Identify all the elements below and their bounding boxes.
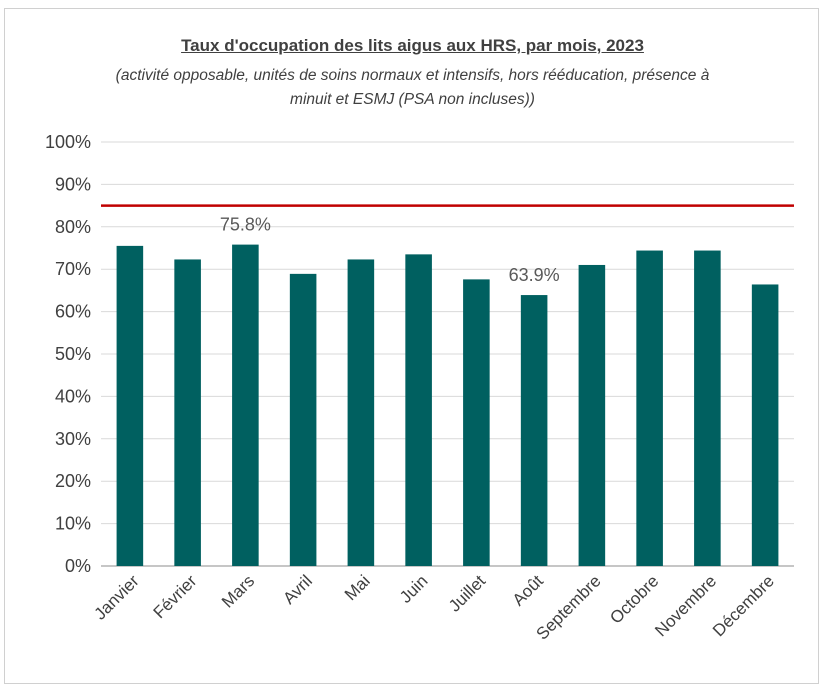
x-tick-label: Janvier <box>91 571 143 623</box>
y-tick-label: 0% <box>65 556 91 576</box>
y-tick-label: 80% <box>55 217 91 237</box>
x-tick-label: Juin <box>396 571 431 606</box>
y-tick-label: 30% <box>55 429 91 449</box>
bar <box>405 254 432 567</box>
bar <box>347 259 375 566</box>
bar <box>751 284 779 566</box>
x-tick-label: Octobre <box>606 571 662 627</box>
bar <box>232 244 259 566</box>
bar <box>289 273 317 566</box>
y-tick-label: 50% <box>55 344 91 364</box>
y-tick-label: 60% <box>55 302 91 322</box>
chart-subtitle: (activité opposable, unités de soins nor… <box>115 67 710 108</box>
x-tick-label: Avril <box>279 571 316 608</box>
bar <box>636 250 663 566</box>
x-tick-label: Mai <box>341 571 374 604</box>
x-tick-label: Août <box>509 571 547 609</box>
bar <box>694 250 721 566</box>
data-label: 63.9% <box>509 265 560 285</box>
x-tick-label: Mars <box>218 571 258 611</box>
x-tick-label: Novembre <box>651 571 720 640</box>
y-tick-label: 90% <box>55 174 91 194</box>
bar <box>578 264 606 566</box>
y-tick-label: 100% <box>45 132 91 152</box>
bar <box>520 295 548 566</box>
bar <box>116 245 144 566</box>
x-tick-label: Décembre <box>709 571 778 640</box>
y-tick-label: 20% <box>55 471 91 491</box>
y-tick-label: 10% <box>55 514 91 534</box>
y-tick-label: 70% <box>55 259 91 279</box>
x-tick-label: Juillet <box>445 571 489 615</box>
chart-title: Taux d'occupation des lits aigus aux HRS… <box>181 36 644 55</box>
x-tick-label: Février <box>150 571 201 622</box>
y-tick-label: 40% <box>55 386 91 406</box>
bar <box>463 279 490 566</box>
data-label: 75.8% <box>220 215 271 235</box>
bar <box>174 259 201 566</box>
